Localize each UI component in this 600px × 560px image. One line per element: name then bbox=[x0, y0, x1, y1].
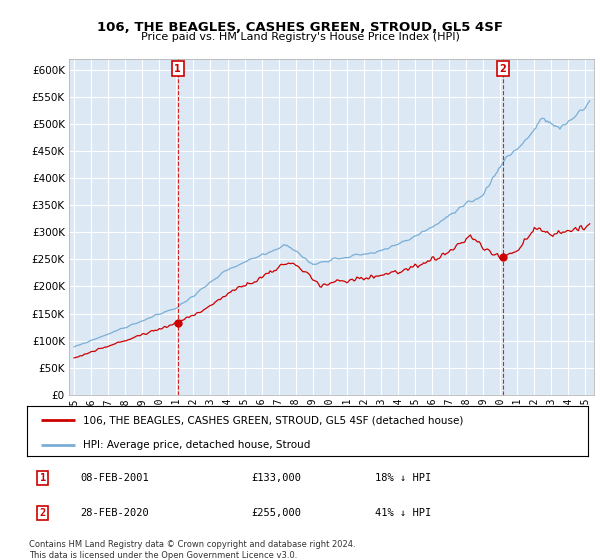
Text: £133,000: £133,000 bbox=[251, 473, 301, 483]
Text: 106, THE BEAGLES, CASHES GREEN, STROUD, GL5 4SF: 106, THE BEAGLES, CASHES GREEN, STROUD, … bbox=[97, 21, 503, 34]
Text: 1: 1 bbox=[40, 473, 46, 483]
Text: 1: 1 bbox=[175, 64, 181, 74]
Text: Contains HM Land Registry data © Crown copyright and database right 2024.
This d: Contains HM Land Registry data © Crown c… bbox=[29, 540, 355, 560]
Text: HPI: Average price, detached house, Stroud: HPI: Average price, detached house, Stro… bbox=[83, 440, 310, 450]
Text: £255,000: £255,000 bbox=[251, 508, 301, 518]
Text: 2: 2 bbox=[500, 64, 506, 74]
Text: Price paid vs. HM Land Registry's House Price Index (HPI): Price paid vs. HM Land Registry's House … bbox=[140, 32, 460, 43]
Text: 41% ↓ HPI: 41% ↓ HPI bbox=[375, 508, 431, 518]
Text: 28-FEB-2020: 28-FEB-2020 bbox=[80, 508, 149, 518]
Text: 08-FEB-2001: 08-FEB-2001 bbox=[80, 473, 149, 483]
Text: 106, THE BEAGLES, CASHES GREEN, STROUD, GL5 4SF (detached house): 106, THE BEAGLES, CASHES GREEN, STROUD, … bbox=[83, 415, 463, 425]
Text: 2: 2 bbox=[40, 508, 46, 518]
Text: 18% ↓ HPI: 18% ↓ HPI bbox=[375, 473, 431, 483]
